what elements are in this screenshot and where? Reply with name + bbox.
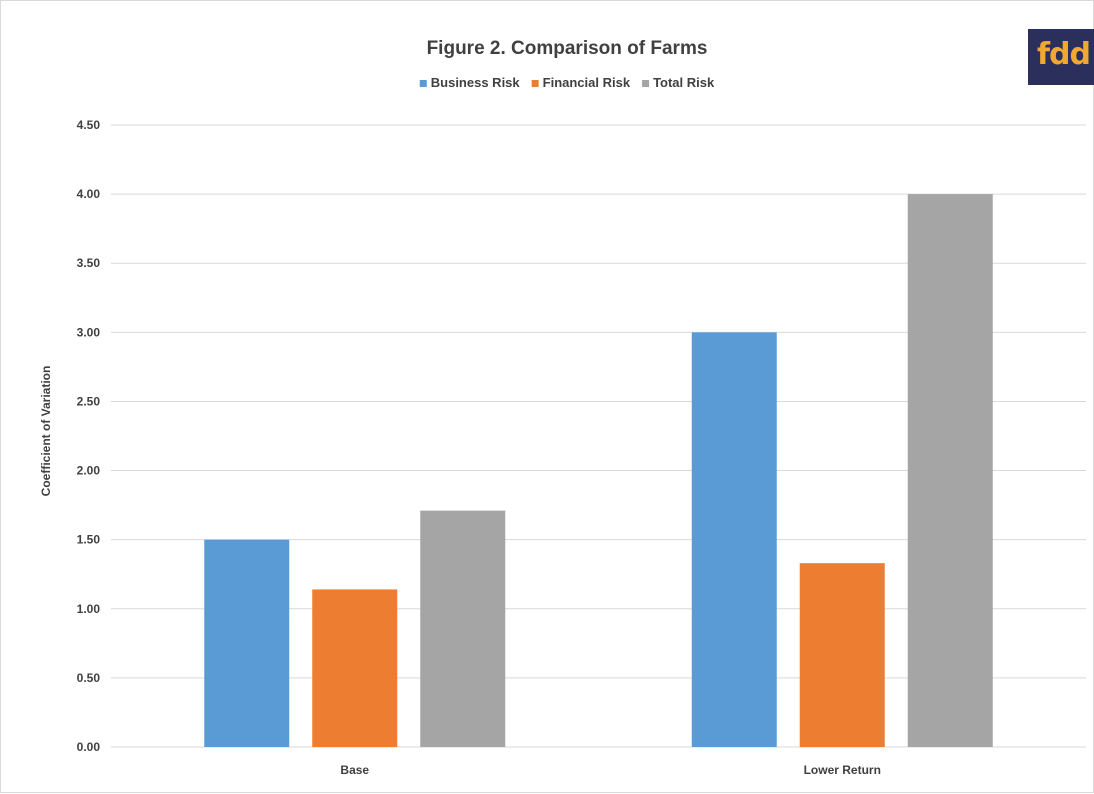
bars	[204, 194, 993, 748]
legend-swatch	[419, 80, 427, 87]
bar-business-risk-lower-return	[691, 332, 777, 747]
legend-label: Total Risk	[653, 75, 715, 90]
bar-financial-risk-base	[312, 589, 398, 747]
legend-swatch	[642, 80, 650, 87]
x-axis-ticks: Base Lower Return	[340, 763, 881, 777]
bar-total-risk-lower-return	[907, 194, 993, 748]
legend: Business Risk Financial Risk Total Risk	[419, 75, 715, 90]
bar-financial-risk-lower-return	[799, 563, 885, 747]
y-tick-label: 4.50	[77, 118, 101, 132]
legend-swatch	[531, 80, 539, 87]
x-tick-label: Lower Return	[804, 763, 881, 777]
y-tick-label: 3.00	[77, 325, 101, 339]
x-tick-label: Base	[340, 763, 369, 777]
y-axis-ticks: 0.00 0.50 1.00 1.50 2.00 2.50 3.00 3.50 4.00 4.50	[77, 118, 101, 754]
legend-label: Business Risk	[431, 75, 521, 90]
legend-label: Financial Risk	[543, 75, 631, 90]
y-tick-label: 4.00	[77, 187, 101, 201]
y-tick-label: 0.50	[77, 671, 101, 685]
y-tick-label: 2.00	[77, 464, 101, 478]
y-tick-label: 1.00	[77, 602, 101, 616]
y-tick-label: 0.00	[77, 740, 101, 754]
bar-total-risk-base	[420, 510, 506, 747]
y-tick-label: 1.50	[77, 533, 101, 547]
y-axis-title: Coefficient of Variation	[39, 366, 53, 497]
fdd-logo: fdd	[1028, 29, 1094, 85]
bar-business-risk-base	[204, 539, 290, 747]
chart-title: Figure 2. Comparison of Farms	[427, 38, 708, 59]
y-tick-label: 3.50	[77, 256, 101, 270]
logo-text: fdd	[1037, 37, 1091, 72]
y-tick-label: 2.50	[77, 394, 101, 408]
